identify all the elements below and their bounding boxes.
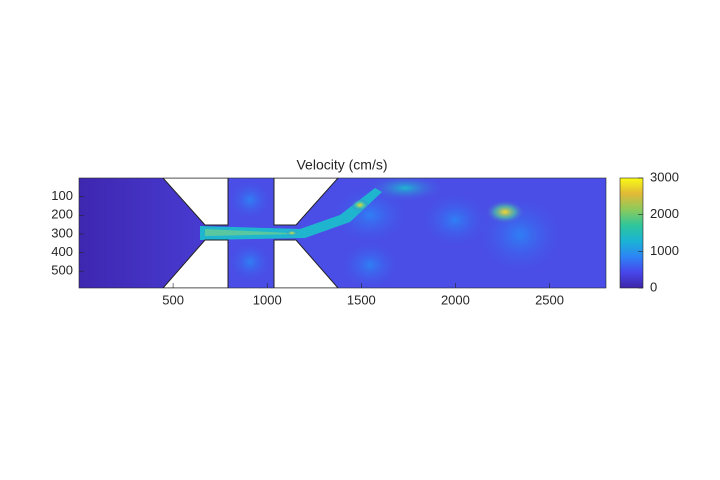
colorbar-tick-label: 0 xyxy=(650,279,657,294)
colorbar xyxy=(619,177,644,289)
y-tick-label: 300 xyxy=(51,225,73,240)
colorbar-tick-label: 2000 xyxy=(650,206,679,221)
y-tick-label: 100 xyxy=(51,188,73,203)
colorbar-tick-label: 1000 xyxy=(650,243,679,258)
x-tick-label: 1500 xyxy=(347,292,376,307)
axes-box xyxy=(78,177,607,289)
x-tick-label: 1000 xyxy=(253,292,282,307)
x-tick-label: 500 xyxy=(162,292,184,307)
x-tick-label: 2500 xyxy=(535,292,564,307)
y-tick-label: 200 xyxy=(51,207,73,222)
x-tick-label: 2000 xyxy=(441,292,470,307)
y-tick-label: 400 xyxy=(51,244,73,259)
y-tick-label: 500 xyxy=(51,263,73,278)
velocity-field xyxy=(79,178,606,288)
chart-title: Velocity (cm/s) xyxy=(296,157,387,173)
colorbar-tick-label: 3000 xyxy=(650,169,679,184)
